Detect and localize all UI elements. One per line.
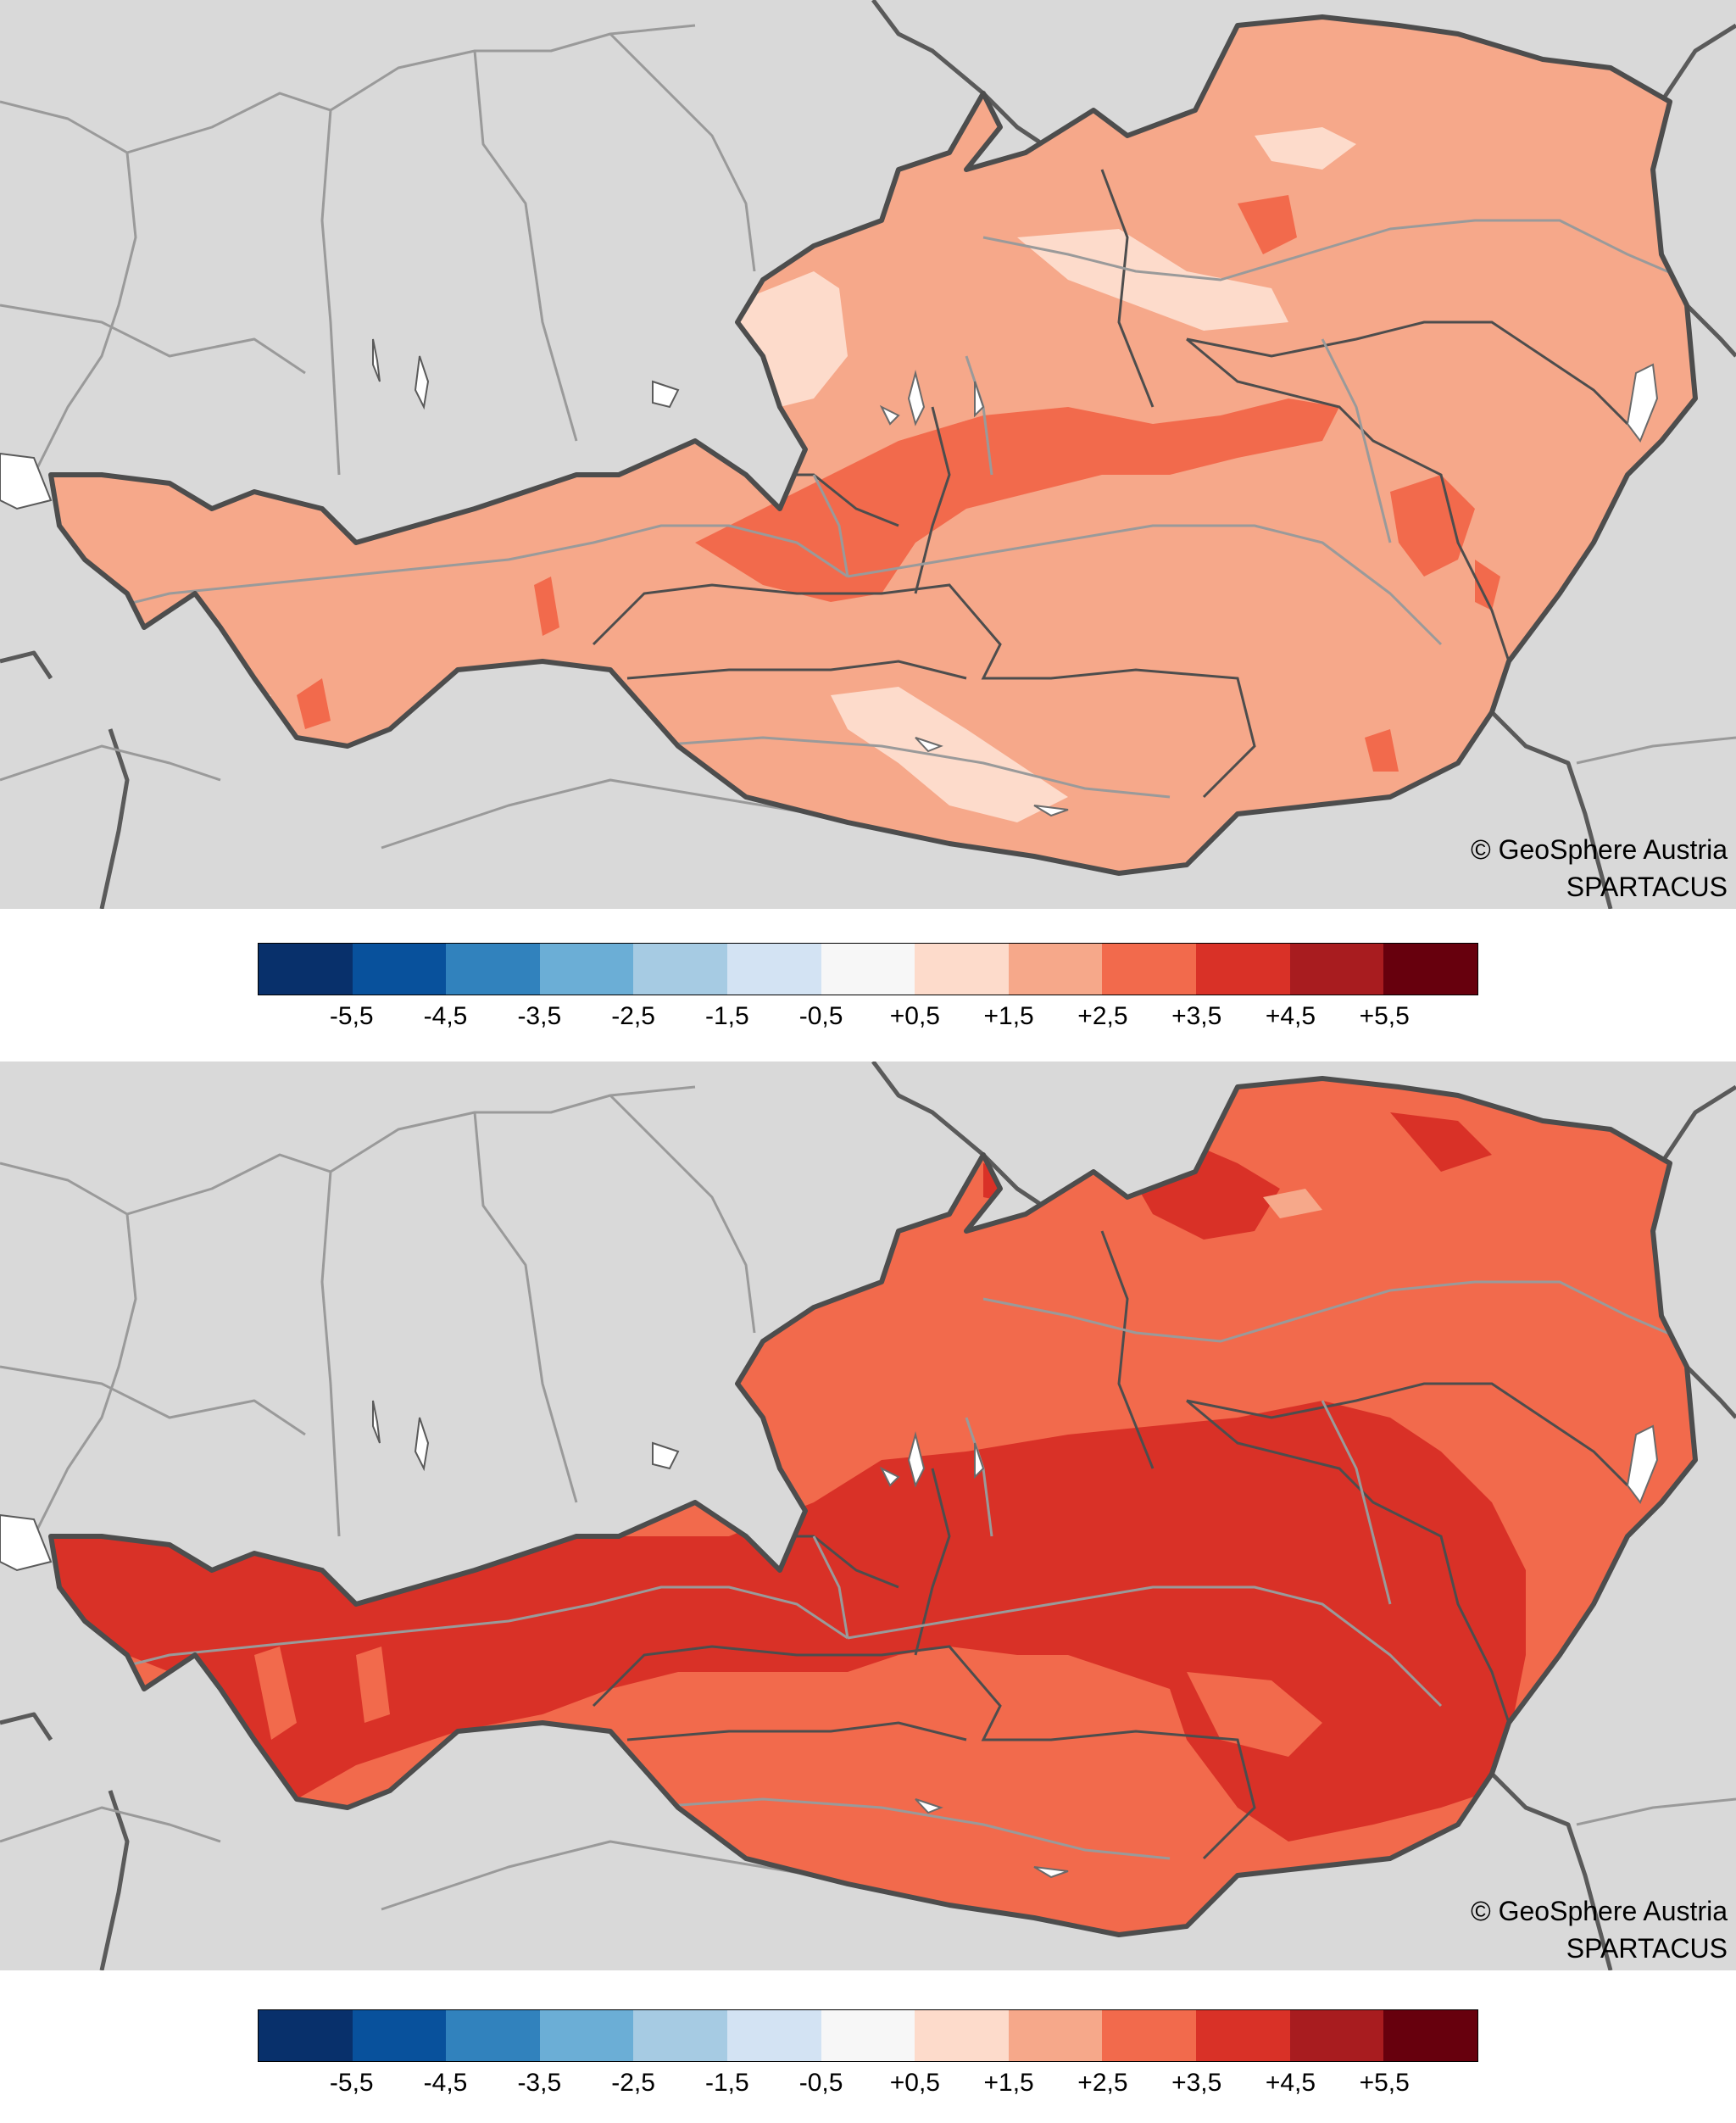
lake-neusiedl (1626, 363, 1659, 443)
legend-tick-labels: -5,5 -4,5 -3,5 -2,5 -1,5 -0,5 +0,5 +1,5 +2,5 +3,5… (258, 2069, 1478, 2103)
anomaly-fields (51, 17, 1695, 873)
lake-neusiedl (1626, 1424, 1659, 1505)
legend-tick-label: +5,5 (1359, 2069, 1410, 2097)
legend-color-bin (1008, 2010, 1103, 2061)
legend-tick-label: -3,5 (517, 2069, 562, 2097)
rivers-inside (101, 219, 1688, 799)
dataset-credit: SPARTACUS (1566, 1933, 1728, 1964)
legend-color-bin (539, 944, 634, 995)
rivers-outside (0, 24, 1736, 850)
legend-tick-label: +4,5 (1265, 1002, 1316, 1030)
legend-tick-labels: -5,5 -4,5 -3,5 -2,5 -1,5 -0,5 +0,5 +1,5 +2,5 +3,5… (258, 1002, 1478, 1036)
legend-color-bin (1383, 944, 1477, 995)
legend-tick-label: -1,5 (704, 2069, 749, 2097)
legend-colorbar (258, 943, 1478, 995)
dataset-credit: SPARTACUS (1566, 872, 1728, 902)
austria-border (48, 1076, 1698, 1937)
legend-tick-label: +2,5 (1077, 2069, 1128, 2097)
legend-color-bin (1196, 2010, 1290, 2061)
legend-color-bin (821, 944, 915, 995)
legend-color-bin (821, 2010, 915, 2061)
legend-tick-label: +3,5 (1171, 1002, 1222, 1030)
legend-color-bin (352, 944, 447, 995)
austria-border (48, 14, 1698, 876)
legend-color-bin (1196, 944, 1290, 995)
legend-tick-label: +0,5 (889, 1002, 940, 1030)
legend-tick-label: +3,5 (1171, 2069, 1222, 2097)
legend-color-bin (727, 944, 821, 995)
legend-tick-label: -4,5 (423, 2069, 468, 2097)
legend-tick-label: +4,5 (1265, 2069, 1316, 2097)
legend-color-bin (915, 944, 1009, 995)
color-legend-1: -5,5 -4,5 -3,5 -2,5 -1,5 -0,5 +0,5 +1,5 +2,5 +3,5… (258, 936, 1478, 1045)
legend-color-bin (1289, 2010, 1384, 2061)
legend-color-bin (633, 944, 728, 995)
legend-color-bin (539, 2010, 634, 2061)
legend-tick-label: -5,5 (329, 1002, 374, 1030)
map-canvas (0, 0, 1736, 909)
base-class-fill (51, 17, 1695, 873)
lakes-outside (0, 338, 680, 510)
copyright-credit: © GeoSphere Austria (1471, 834, 1728, 865)
warm-patches (297, 195, 1500, 772)
legend-color-bin (446, 2010, 540, 2061)
legend-tick-label: -2,5 (611, 1002, 655, 1030)
legend-color-bin (633, 2010, 728, 2061)
neighbour-borders (0, 1062, 1736, 1970)
legend-color-bin (1008, 944, 1103, 995)
legend-tick-label: -2,5 (611, 2069, 655, 2097)
lakes-outside (0, 1400, 680, 1572)
legend-tick-label: +5,5 (1359, 1002, 1410, 1030)
lakes-inside (879, 363, 1659, 817)
legend-tick-label: +2,5 (1077, 1002, 1128, 1030)
temperature-anomaly-map-2: © GeoSphere Austria SPARTACUS (0, 1062, 1736, 1970)
legend-tick-label: +1,5 (983, 1002, 1034, 1030)
legend-color-bin (259, 944, 353, 995)
color-legend-2: -5,5 -4,5 -3,5 -2,5 -1,5 -0,5 +0,5 +1,5 +2,5 +3,5… (258, 2003, 1478, 2111)
rivers-inside (101, 1280, 1688, 1860)
legend-tick-label: -0,5 (798, 2069, 843, 2097)
legend-tick-label: +0,5 (889, 2069, 940, 2097)
legend-color-bin (915, 2010, 1009, 2061)
legend-color-bin (1383, 2010, 1477, 2061)
cool-patches (1263, 1189, 1322, 1218)
legend-tick-label: -1,5 (704, 1002, 749, 1030)
temperature-anomaly-map-1: © GeoSphere Austria SPARTACUS (0, 0, 1736, 909)
lakes-inside (879, 1424, 1659, 1879)
legend-color-bin (446, 944, 540, 995)
copyright-credit: © GeoSphere Austria (1471, 1896, 1728, 1926)
legend-color-bin (1102, 944, 1197, 995)
legend-tick-label: -4,5 (423, 1002, 468, 1030)
legend-color-bin (352, 2010, 447, 2061)
state-borders (592, 169, 1629, 799)
legend-tick-label: -3,5 (517, 1002, 562, 1030)
legend-tick-label: +1,5 (983, 2069, 1034, 2097)
neighbour-borders (0, 0, 1736, 909)
rivers-outside (0, 1085, 1736, 1911)
legend-color-bin (1289, 944, 1384, 995)
state-borders (592, 1230, 1629, 1860)
legend-colorbar (258, 2009, 1478, 2062)
legend-tick-label: -0,5 (798, 1002, 843, 1030)
legend-color-bin (1102, 2010, 1197, 2061)
legend-color-bin (727, 2010, 821, 2061)
anomaly-fields (51, 1078, 1695, 1935)
map-canvas (0, 1062, 1736, 1970)
legend-tick-label: -5,5 (329, 2069, 374, 2097)
legend-color-bin (259, 2010, 353, 2061)
